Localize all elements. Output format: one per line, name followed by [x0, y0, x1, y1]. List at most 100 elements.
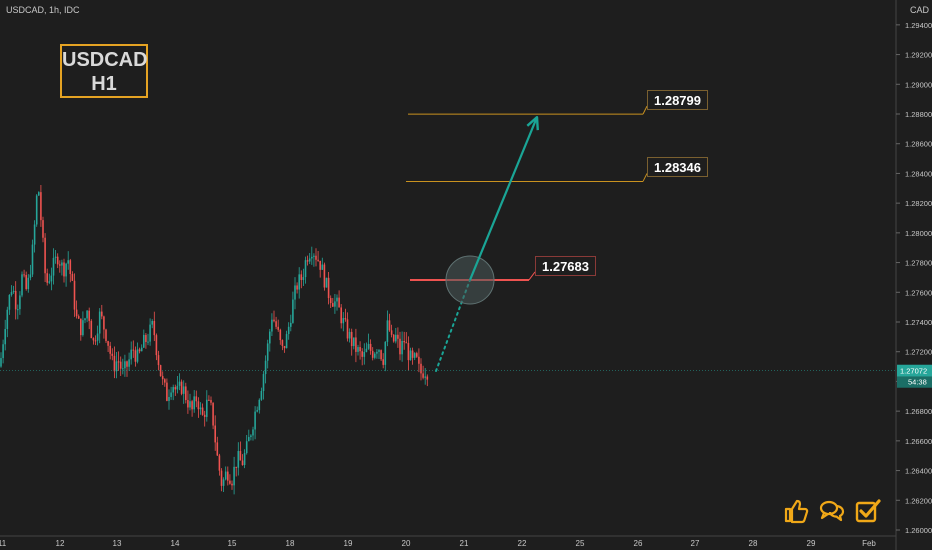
candle-body: [191, 401, 193, 410]
candle-body: [283, 345, 286, 349]
candle-body: [336, 297, 338, 302]
candle-body: [241, 460, 244, 466]
current-price-value: 1.27072: [900, 367, 927, 376]
candle-body: [101, 311, 103, 317]
projection-dotted: [435, 278, 471, 373]
checkbox-icon[interactable]: [855, 498, 881, 524]
candle-body: [254, 411, 256, 430]
candle-body: [151, 320, 153, 325]
candle-body: [300, 274, 303, 280]
candle-body: [323, 264, 326, 288]
candle-body: [27, 277, 30, 290]
candle-body: [403, 340, 405, 343]
y-tick-label: 1.28600: [905, 140, 932, 149]
candle-body: [353, 337, 355, 347]
x-tick-label: 13: [113, 539, 122, 548]
candle-body: [386, 320, 389, 342]
candle-body: [77, 316, 80, 319]
candle-body: [346, 319, 349, 339]
x-tick-label: 27: [691, 539, 700, 548]
candle-body: [203, 414, 206, 417]
candle-body: [426, 376, 429, 380]
candle-body: [166, 382, 168, 401]
candle-body: [224, 471, 227, 480]
candle-body: [424, 376, 426, 378]
candle-body: [136, 349, 139, 362]
candle-body: [4, 329, 6, 345]
candle-body: [48, 281, 51, 283]
thumbs-up-icon[interactable]: [783, 498, 809, 524]
candle-body: [176, 385, 179, 390]
candle-body: [340, 307, 342, 324]
x-tick-label: 28: [749, 539, 758, 548]
candle-body: [170, 392, 172, 397]
candle-body: [56, 256, 59, 265]
candle-body: [388, 320, 391, 331]
countdown-tag: [897, 376, 932, 388]
candle-body: [61, 262, 63, 266]
candle-body: [117, 361, 120, 363]
current-price-tag: [897, 364, 932, 377]
candle-body: [315, 255, 317, 260]
candle-body: [363, 351, 366, 357]
candle-body: [227, 471, 229, 481]
candle-body: [140, 347, 143, 352]
candle-body: [6, 309, 9, 330]
candle-body: [367, 343, 370, 349]
candle-body: [409, 350, 412, 361]
y-tick-label: 1.26600: [905, 437, 932, 446]
y-tick-label: 1.28400: [905, 169, 932, 178]
candle-body: [19, 295, 21, 310]
candle-body: [287, 326, 290, 335]
candle-body: [355, 337, 357, 352]
candle-body: [218, 455, 221, 471]
candle-body: [384, 341, 387, 365]
candle-body: [128, 359, 130, 367]
candle-body: [195, 396, 198, 402]
candle-body: [113, 355, 116, 372]
comments-icon[interactable]: [819, 498, 845, 524]
candle-body: [290, 322, 292, 327]
candle-body: [111, 353, 114, 356]
candle-body: [248, 437, 250, 442]
candle-body: [317, 259, 319, 261]
y-tick-label: 1.29200: [905, 51, 932, 60]
overlays: 1.27072 54:38: [0, 105, 932, 388]
y-tick-label: 1.26800: [905, 407, 932, 416]
y-tick-label: 1.29400: [905, 21, 932, 30]
countdown-value: 54:38: [908, 378, 927, 387]
candle-body: [92, 338, 95, 341]
y-tick-label: 1.28000: [905, 229, 932, 238]
candle-body: [8, 294, 11, 310]
candle-body: [63, 262, 65, 277]
y-tick-label: 1.26000: [905, 526, 932, 535]
x-tick-label: 22: [518, 539, 527, 548]
candle-body: [359, 347, 361, 352]
candle-body: [86, 310, 88, 319]
candle-body: [319, 260, 321, 270]
candle-body: [29, 274, 32, 278]
x-tick-label: 11: [0, 539, 7, 548]
candle-body: [71, 274, 74, 281]
candle-body: [65, 263, 67, 277]
candle-body: [105, 329, 107, 342]
candle-body: [239, 451, 242, 461]
candle-body: [285, 334, 288, 349]
candle-body: [119, 361, 122, 369]
x-tick-label: 12: [56, 539, 65, 548]
candle-body: [130, 349, 132, 360]
candle-body: [420, 363, 422, 374]
candle-body: [378, 350, 380, 352]
candle-body: [157, 355, 160, 366]
candle-body: [311, 256, 313, 259]
x-tick-label: 21: [460, 539, 469, 548]
level-connector-entry: [528, 271, 536, 281]
candle-body: [216, 442, 219, 456]
candle-body: [94, 340, 97, 342]
candle-body: [187, 400, 189, 408]
candle-body: [73, 280, 76, 310]
candle-body: [84, 318, 86, 321]
candle-body: [374, 353, 376, 358]
y-tick-label: 1.29000: [905, 80, 932, 89]
